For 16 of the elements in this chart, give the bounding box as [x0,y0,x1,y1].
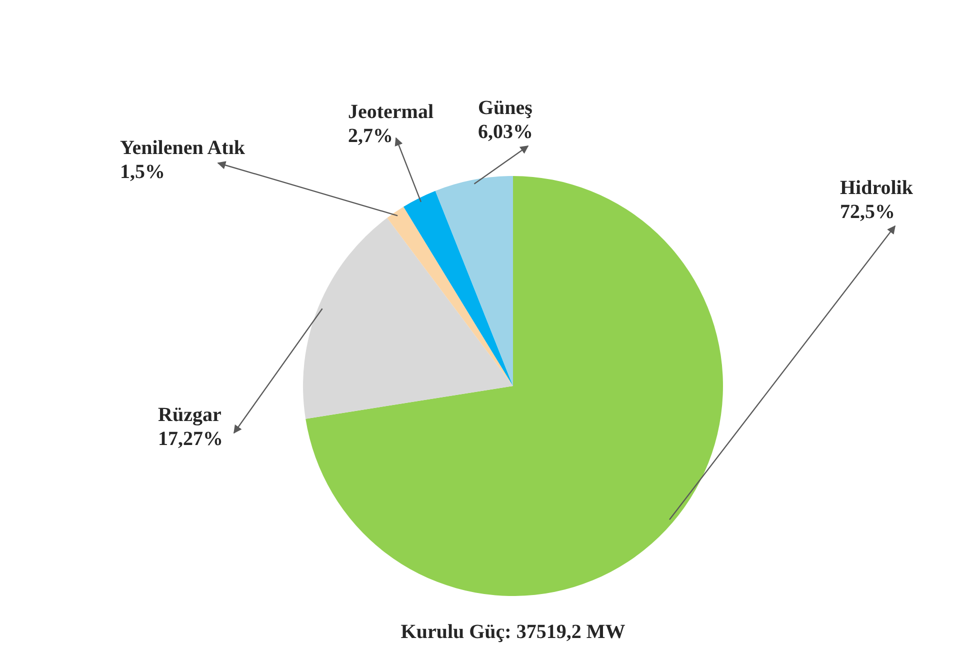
slice-label: Rüzgar [158,404,222,426]
pie-slice [387,206,513,386]
pie-slice [303,218,513,419]
data-label: 6,03% [478,121,533,143]
pie-slice [404,190,513,386]
text: Kurulu Güç: 37519,2 MW [400,621,626,643]
pie-slice [306,176,723,596]
slice-label: Jeotermal [348,101,434,123]
pie-slice [435,176,513,386]
data-label: 2,7% [348,125,393,147]
slice-label: Güneş [478,97,533,119]
data-label: 1,5% [120,161,165,183]
data-label: 72,5% [840,201,895,223]
data-label: 17,27% [158,428,223,450]
slice-label: Yenilenen Atık [120,137,246,159]
slice-label: Hidrolik [840,177,914,199]
